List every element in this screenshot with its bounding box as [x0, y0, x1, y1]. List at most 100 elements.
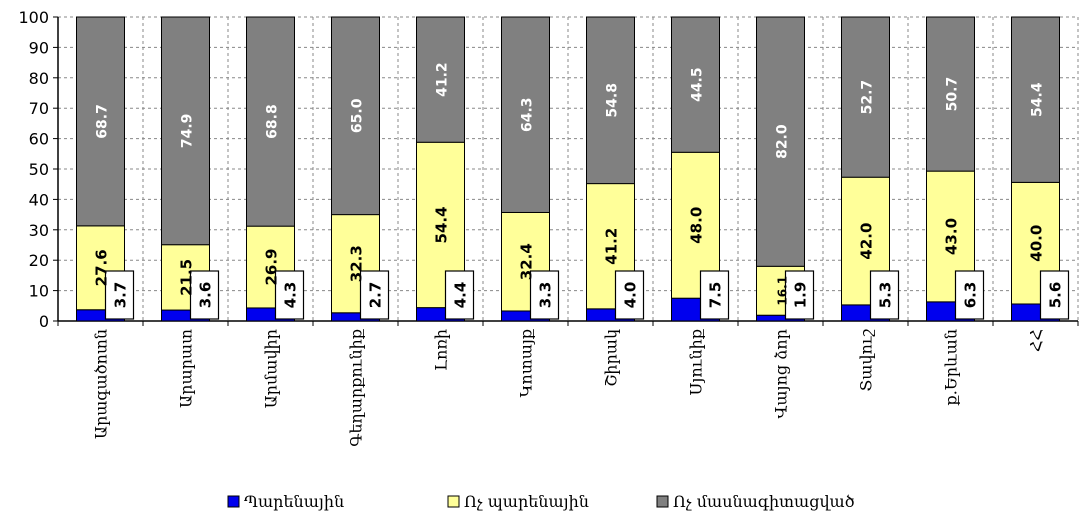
data-label: 26.9 — [263, 249, 281, 286]
data-label: 64.3 — [520, 97, 536, 132]
data-label: 41.2 — [435, 62, 451, 97]
data-label: 48.0 — [688, 207, 706, 244]
legend-label: Ոչ պարենային — [464, 492, 589, 511]
bar-segment — [246, 16, 295, 227]
legend-label: Ոչ մասնագիտացված — [673, 492, 855, 511]
data-label: 6.3 — [962, 282, 980, 309]
data-label-box: 5.6 — [1039, 270, 1070, 320]
data-label: 3.6 — [197, 282, 215, 309]
bar-segment — [671, 16, 720, 153]
data-label-frame — [189, 270, 220, 320]
y-tick-label: 10 — [29, 282, 49, 301]
data-label: 65.0 — [350, 98, 366, 133]
legend-item: Ոչ պարենային — [447, 492, 589, 511]
y-tick-label: 100 — [18, 8, 49, 27]
data-label-box: 1.9 — [784, 270, 815, 320]
data-label-frame — [954, 270, 985, 320]
category-labels: Արագածոտն Արարատ Արմավիր Գեղարքունիք Լոռի Կոտ… — [92, 328, 1046, 447]
legend-item: Ոչ մասնագիտացված — [656, 492, 855, 511]
category-label: Շիրակ — [602, 329, 621, 387]
y-tick-label: 70 — [29, 99, 49, 118]
category-label: Տավուշ — [857, 329, 876, 391]
data-label-box: 4.4 — [444, 270, 475, 320]
category-label: ՀՀ — [1027, 329, 1046, 352]
y-tick-label: 20 — [29, 251, 49, 270]
data-label-frame — [699, 270, 730, 320]
data-label-frame — [359, 270, 390, 320]
data-labels: 3.727.6 68.7 3.621.5 74.9 4.326.9 68.8 2.732.3… — [93, 62, 1070, 320]
bar-segment — [586, 16, 635, 185]
bar-segment — [926, 16, 975, 172]
data-label: 43.0 — [943, 218, 961, 255]
bar-segment — [756, 16, 805, 267]
y-tick-label: 40 — [29, 190, 49, 209]
data-label-box: 2.7 — [359, 270, 390, 320]
grid — [58, 16, 1079, 321]
data-label: 7.5 — [707, 282, 725, 309]
data-label: 2.7 — [367, 282, 385, 309]
data-label: 82.0 — [775, 124, 791, 159]
bar-segment — [416, 16, 465, 143]
legend-item: Պարենային — [227, 492, 344, 511]
data-label: 3.3 — [537, 282, 555, 309]
data-label-box: 3.6 — [189, 270, 220, 320]
data-label: 16.1 — [776, 276, 790, 306]
data-label-frame — [529, 270, 560, 320]
category-label: Վայոց ձոր — [772, 329, 791, 418]
y-tick-label: 90 — [29, 38, 49, 57]
data-label-box: 5.3 — [869, 270, 900, 320]
category-label: Գեղարքունիք — [347, 328, 366, 447]
legend-swatch — [656, 495, 669, 508]
y-tick-label: 0 — [39, 312, 49, 331]
data-label: 1.9 — [792, 282, 810, 309]
data-label: 52.7 — [860, 80, 876, 115]
bar-segment — [76, 16, 125, 227]
data-label: 54.4 — [1030, 82, 1046, 117]
data-label-frame — [614, 270, 645, 320]
data-label: 54.8 — [605, 83, 621, 118]
category-label: Սյունիք — [687, 328, 706, 395]
data-label: 44.5 — [690, 67, 706, 102]
data-label: 40.0 — [1028, 225, 1046, 262]
bar-segment — [161, 16, 210, 246]
data-label: 50.7 — [945, 77, 961, 112]
legend-swatch — [447, 495, 460, 508]
bar-segment — [1011, 16, 1060, 183]
data-label-box: 6.3 — [954, 270, 985, 320]
category-label: Արարատ — [177, 329, 196, 408]
data-label: 74.9 — [180, 114, 196, 149]
data-label-frame — [784, 270, 815, 320]
bar-segment — [841, 16, 890, 178]
legend-swatch — [227, 495, 240, 508]
axes: 0 10 20 30 40 50 60 70 80 90 100 — [18, 8, 1079, 331]
data-label: 32.3 — [348, 245, 366, 282]
data-label-box: 4.0 — [614, 270, 645, 320]
data-label: 32.4 — [518, 243, 536, 280]
data-label-frame — [274, 270, 305, 320]
data-label: 5.3 — [877, 282, 895, 309]
data-label-frame — [104, 270, 135, 320]
y-tick-label: 50 — [29, 160, 49, 179]
data-label: 4.4 — [452, 282, 470, 309]
data-label: 4.0 — [622, 282, 640, 309]
y-tick-label: 30 — [29, 221, 49, 240]
category-label: ք.Երևան — [942, 329, 961, 405]
data-label-frame — [869, 270, 900, 320]
data-label: 68.8 — [265, 104, 281, 139]
data-label-box: 3.3 — [529, 270, 560, 320]
category-label: Արագածոտն — [92, 329, 111, 439]
data-label: 54.4 — [433, 206, 451, 243]
category-label: Լոռի — [432, 329, 451, 371]
data-label: 21.5 — [178, 259, 196, 296]
data-label: 3.7 — [112, 282, 130, 309]
data-label: 27.6 — [93, 249, 111, 286]
y-tick-label: 60 — [29, 130, 49, 149]
data-label-frame — [1039, 270, 1070, 320]
data-label: 41.2 — [603, 228, 621, 265]
category-label: Կոտայք — [517, 328, 536, 397]
data-label-box: 4.3 — [274, 270, 305, 320]
data-label: 68.7 — [95, 104, 111, 139]
data-label-box: 7.5 — [699, 270, 730, 320]
bar-segment — [501, 16, 550, 213]
